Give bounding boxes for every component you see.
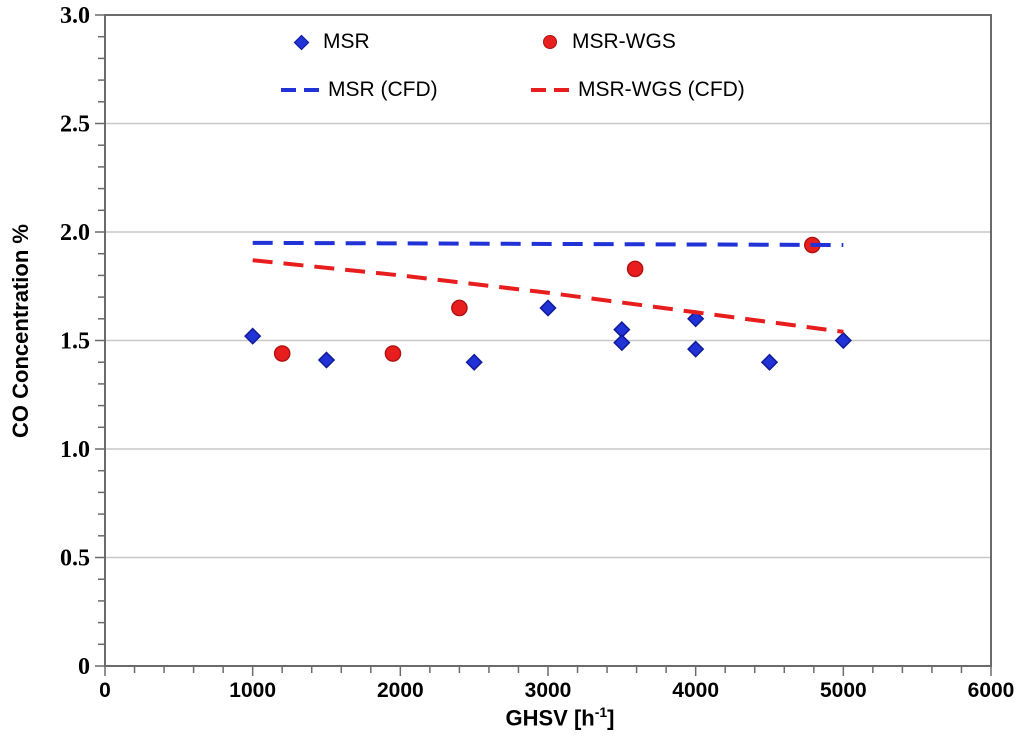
msr-wgs-cfd-dash-icon	[531, 88, 569, 92]
y-tick-label: 0	[78, 654, 90, 680]
msr-point	[244, 327, 262, 345]
x-tick-label: 2000	[377, 679, 424, 702]
gridlines	[105, 122, 991, 559]
msr-point	[834, 331, 852, 350]
x-tick-label: 5000	[820, 679, 867, 702]
msr-wgs-point	[626, 260, 644, 278]
x-axis-title-close: ]	[607, 705, 615, 731]
msr-point	[760, 353, 779, 371]
series-points-msr	[244, 299, 852, 371]
msr-point	[687, 310, 705, 328]
legend-item-msr-wgs: MSR-WGS	[543, 29, 676, 55]
x-axis-title: GHSV [h-1]	[448, 704, 672, 731]
series-points-msr-wgs	[273, 236, 821, 362]
msr-wgs-point	[384, 345, 402, 362]
legend-item-msr: MSR	[293, 29, 370, 55]
x-tick-label: 4000	[672, 679, 719, 702]
msr-cfd-dash-icon	[281, 88, 319, 92]
x-axis-title-text: GHSV [h	[505, 705, 595, 731]
legend-label-msr: MSR	[323, 30, 370, 53]
msr-wgs-point	[273, 345, 291, 362]
axis-ticks	[95, 14, 992, 676]
y-axis-title: CO Concentration %	[8, 224, 33, 438]
msr-wgs-circle-icon	[543, 35, 557, 49]
series-line-msr-wgs-cfd	[252, 258, 844, 334]
legend-label-msr-wgs-cfd: MSR-WGS (CFD)	[578, 78, 745, 101]
y-tick-label: 1.5	[60, 329, 90, 355]
y-tick-labels: 0 0.5 1.0 1.5 2.0 2.5 3.0	[60, 3, 90, 680]
legend-label-msr-cfd: MSR (CFD)	[328, 78, 438, 101]
y-tick-label: 0.5	[60, 546, 90, 572]
x-tick-label: 0	[99, 679, 111, 702]
x-tick-label: 1000	[229, 679, 276, 702]
legend-item-msr-wgs-cfd: MSR-WGS (CFD)	[531, 77, 745, 103]
y-tick-label: 1.0	[60, 437, 90, 463]
msr-diamond-icon	[293, 34, 310, 51]
y-tick-label: 3.0	[60, 3, 90, 29]
x-tick-label: 3000	[525, 679, 572, 702]
msr-point	[613, 334, 631, 352]
x-axis-title-sup: -1	[594, 704, 608, 720]
x-tick-label: 6000	[968, 679, 1015, 702]
msr-point	[465, 353, 483, 371]
msr-point	[317, 351, 336, 369]
msr-point	[687, 340, 705, 358]
y-tick-label: 2.0	[60, 220, 90, 246]
x-tick-labels: 0 1000 2000 3000 4000 5000 6000	[99, 679, 1014, 702]
y-tick-label: 2.5	[60, 112, 90, 138]
msr-point	[539, 299, 557, 317]
legend-label-msr-wgs: MSR-WGS	[572, 30, 676, 53]
msr-wgs-point	[451, 299, 468, 317]
legend-item-msr-cfd: MSR (CFD)	[281, 77, 438, 103]
series-line-msr-cfd	[252, 240, 844, 248]
